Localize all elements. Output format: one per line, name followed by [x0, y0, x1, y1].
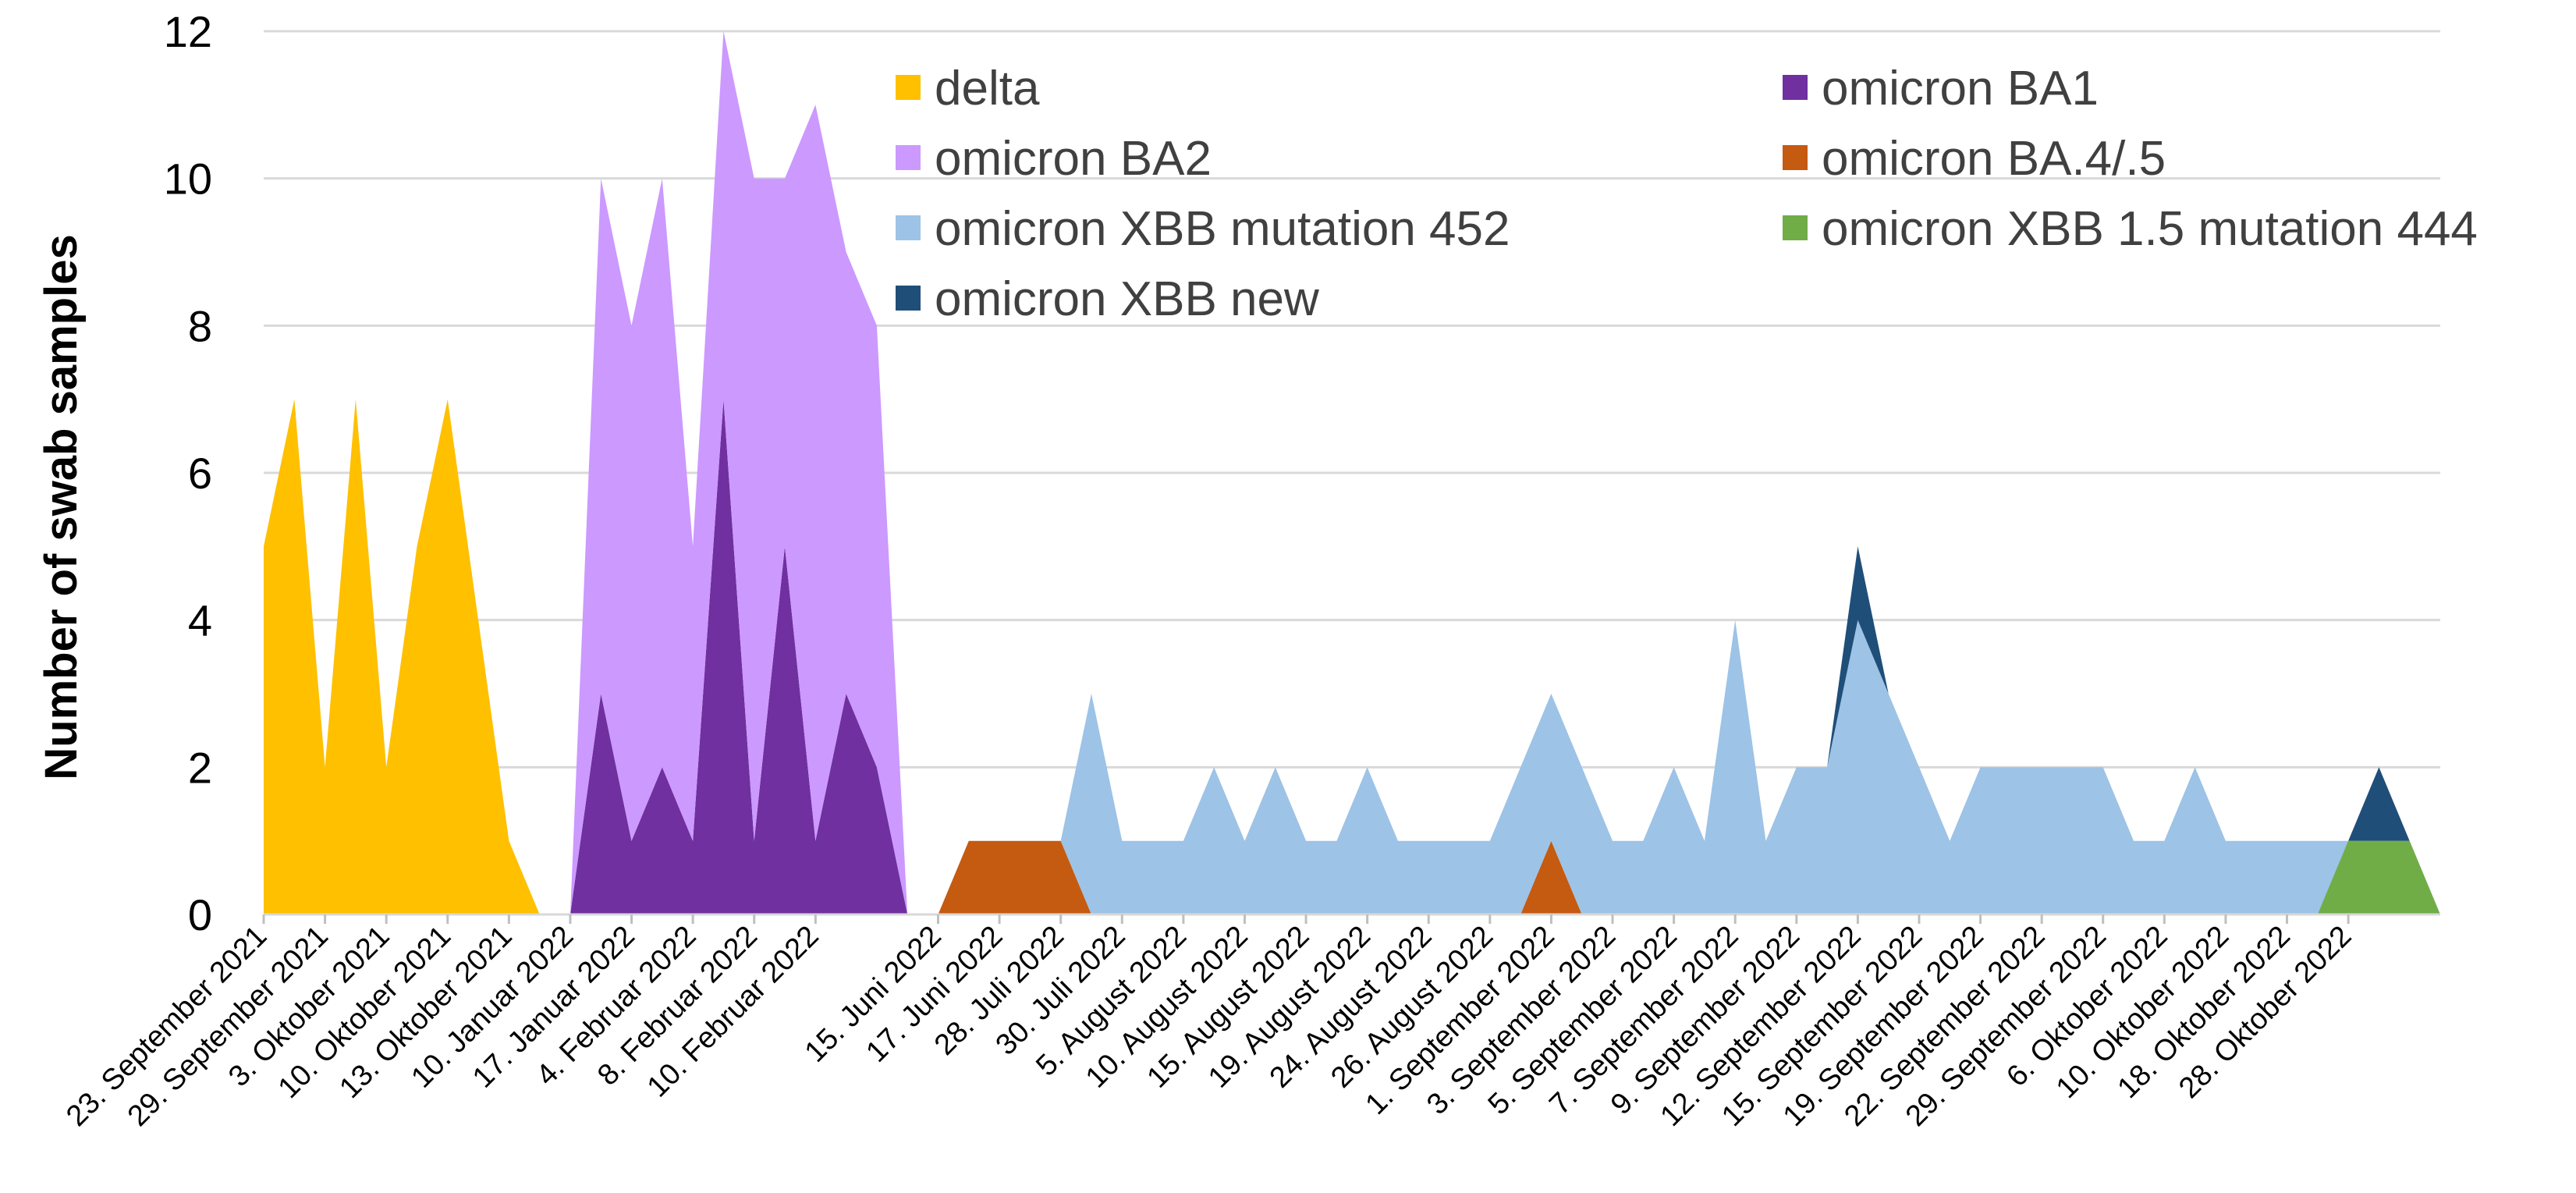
legend-label: omicron BA1 — [1822, 62, 2099, 115]
area-series — [264, 31, 2440, 914]
y-tick-label: 4 — [188, 596, 212, 645]
y-tick-label: 10 — [164, 154, 212, 204]
legend-swatch — [896, 215, 921, 240]
area-omicron-ba2 — [264, 31, 2440, 914]
legend-label: omicron XBB new — [935, 272, 1319, 326]
y-tick-label: 12 — [164, 7, 212, 56]
legend-swatch — [896, 145, 921, 170]
legend-swatch — [1783, 145, 1808, 170]
legend-label: omicron BA2 — [935, 132, 1212, 186]
y-tick-label: 0 — [188, 890, 212, 939]
legend-label: omicron XBB 1.5 mutation 444 — [1822, 202, 2478, 256]
y-axis-label: Number of swab samples — [36, 234, 87, 779]
y-tick-label: 6 — [188, 449, 212, 498]
legend-label: omicron BA.4/.5 — [1822, 132, 2166, 186]
legend-swatch — [896, 75, 921, 100]
area-omicron-ba1 — [264, 399, 2440, 914]
legend-label: omicron XBB mutation 452 — [935, 202, 1510, 256]
legend-swatch — [1783, 215, 1808, 240]
y-tick-label: 8 — [188, 301, 212, 350]
legend-label: delta — [935, 62, 1040, 115]
y-tick-label: 2 — [188, 743, 212, 792]
legend: delta omicron BA1 omicron BA2 omicron BA.4/… — [896, 62, 2478, 326]
legend-swatch — [896, 286, 921, 311]
area-delta — [264, 399, 2440, 914]
legend-swatch — [1783, 75, 1808, 100]
